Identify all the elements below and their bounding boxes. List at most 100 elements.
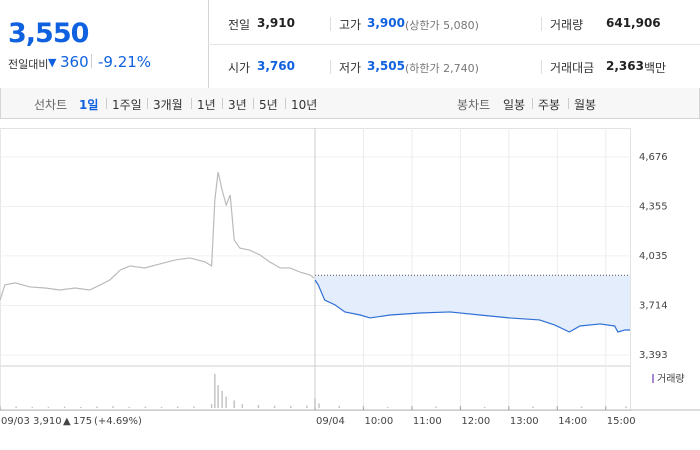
volume-bar (338, 405, 340, 408)
period-tab[interactable]: 5년 (259, 98, 278, 112)
tab-bar: 선차트 1일 1주일 3개월 1년 3년 5년 10년 봉차트 일봉 주봉 월봉 (0, 88, 700, 119)
stat-value: 3,760 (257, 59, 295, 73)
y-tick-label: 4,035 (639, 251, 668, 262)
stat-label: 저가 (339, 61, 362, 75)
tab-label: 봉차트 (457, 98, 491, 112)
separator (330, 60, 331, 74)
separator (253, 98, 254, 109)
stat-value: 3,505 (367, 59, 405, 73)
candle-tab[interactable]: 주봉 (538, 98, 561, 112)
prev-change: 175 (73, 416, 92, 427)
volume-bar (176, 406, 179, 408)
candle-tab[interactable]: 일봉 (503, 98, 526, 112)
x-tick-label: 14:00 (558, 416, 587, 427)
volume-bar (362, 406, 365, 408)
period-tab[interactable]: 1일 (79, 98, 99, 112)
period-tab[interactable]: 3개월 (153, 98, 183, 112)
prev-rate: (+4.69%) (94, 416, 142, 427)
volume-bar (306, 405, 308, 408)
tab-label: 선차트 (34, 98, 68, 112)
price-line (314, 279, 630, 333)
volume-bar (508, 406, 510, 408)
x-tick-label: 11:00 (413, 416, 442, 427)
volume-bar (217, 385, 219, 408)
candle-tab[interactable]: 월봉 (574, 98, 597, 112)
volume-bar (214, 373, 216, 408)
stat-label: 시가 (228, 61, 251, 75)
volume-bar (47, 406, 50, 408)
volume-bar (233, 400, 235, 408)
volume-bar (625, 406, 627, 408)
separator (147, 98, 148, 109)
y-tick-label: 4,355 (639, 202, 668, 213)
volume-bar (386, 406, 389, 408)
area-fill (315, 275, 630, 332)
separator (541, 17, 542, 31)
period-tab[interactable]: 10년 (291, 98, 318, 112)
x-tick-label: 12:00 (461, 416, 490, 427)
stat-value: 641,906 (606, 16, 661, 30)
volume-bar (63, 406, 66, 408)
volume-bar (241, 404, 244, 408)
stat-value: 3,900 (367, 16, 405, 30)
volume-bar (318, 403, 320, 408)
stat-label: 전일 (228, 18, 251, 32)
volume-bar (290, 406, 292, 408)
separator (330, 17, 331, 31)
down-icon: ▼ (48, 56, 57, 69)
stat-value: 3,910 (257, 16, 295, 30)
volume-bar (605, 406, 607, 408)
stat-value: 2,363 (606, 59, 644, 73)
period-tab[interactable]: 1년 (197, 98, 216, 112)
volume-bar (221, 390, 223, 408)
stat-label: 거래대금 (550, 61, 595, 75)
volume-bar (210, 404, 213, 408)
separator (91, 54, 92, 68)
volume-bar (556, 406, 559, 408)
volume-bar (225, 396, 227, 408)
separator (222, 98, 223, 109)
volume-bar (257, 404, 260, 408)
volume-bar (435, 406, 437, 408)
separator (541, 60, 542, 74)
stat-note: (상한가 5,080) (405, 19, 479, 32)
up-icon: ▲ (63, 416, 71, 427)
separator (285, 98, 286, 109)
volume-bar (128, 406, 130, 408)
prev-close: 3,910 (33, 416, 62, 427)
change-label: 전일대비 (8, 58, 49, 71)
volume-bar (314, 398, 316, 408)
chart: 4,676 4,355 4,035 3,714 3,393 09/03 09/04 10:00… (0, 128, 700, 427)
period-tab[interactable]: 1주일 (112, 98, 142, 112)
volume-bar (459, 406, 462, 408)
legend-label: 거래량 (657, 373, 685, 385)
x-tick-label: 15:00 (607, 416, 636, 427)
volume-bar (160, 406, 163, 408)
volume-bar (532, 406, 534, 408)
volume-bar (483, 406, 486, 408)
x-tick-label: 09/04 (316, 416, 345, 427)
legend-swatch (652, 374, 654, 383)
volume-bar (193, 406, 195, 408)
x-tick-label: 09/03 (1, 416, 30, 427)
volume-bar (273, 405, 276, 408)
volume-bar (411, 406, 413, 408)
stat-note: (하한가 2,740) (405, 62, 479, 75)
period-tab[interactable]: 3년 (228, 98, 247, 112)
y-tick-label: 3,714 (639, 300, 668, 311)
x-tick-label: 10:00 (364, 416, 393, 427)
stat-label: 고가 (339, 18, 362, 32)
separator (532, 98, 533, 109)
x-tick-label: 13:00 (510, 416, 539, 427)
divider (208, 44, 700, 45)
stat-unit: 백만 (644, 61, 667, 75)
price-line (0, 171, 315, 301)
volume-bar (580, 406, 583, 408)
volume-bar (96, 406, 98, 408)
change: 360 (60, 53, 89, 71)
separator (568, 98, 569, 109)
stat-label: 거래량 (550, 18, 584, 32)
volume-bar (0, 406, 1, 408)
current-price: 3,550 (8, 18, 89, 49)
